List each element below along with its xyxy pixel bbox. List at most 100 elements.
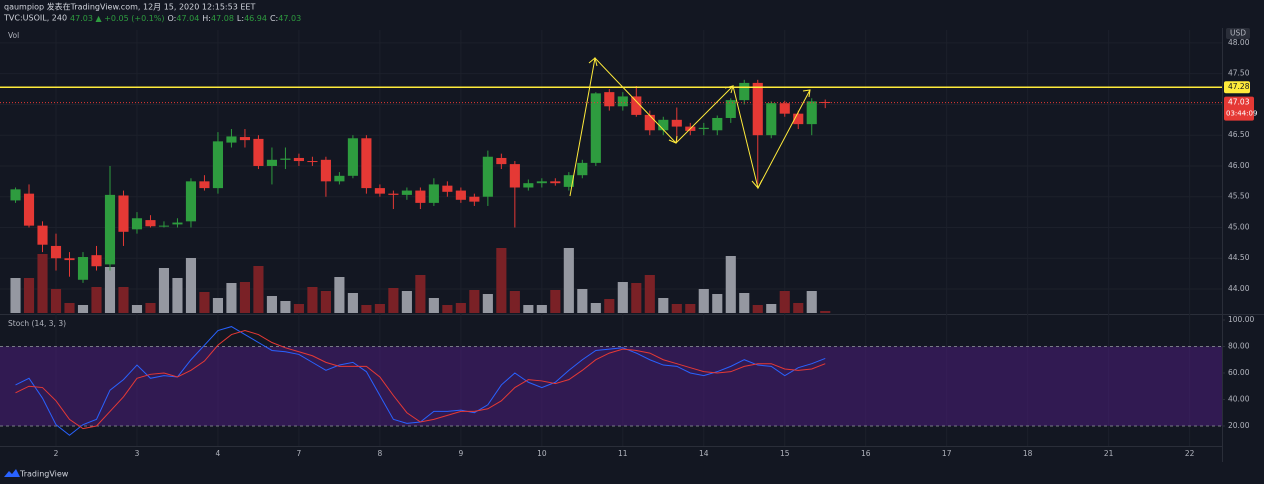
x-tick-label: 14 [699,449,709,458]
volume-bar [185,258,197,313]
volume-bar [91,287,102,313]
x-tick-label: 17 [942,449,952,458]
volume-bar [415,275,426,313]
candle-body [455,190,466,200]
candle-body [293,157,304,162]
y-tick-label: 47.50 [1228,69,1250,78]
candle-body [212,141,224,189]
candle-body [118,195,129,232]
volume-bar [172,278,183,313]
stoch-tick-label: 60.00 [1228,368,1250,377]
volume-bar [793,303,804,313]
x-tick-label: 22 [1185,449,1195,458]
candle-body [280,158,291,160]
volume-bar [401,291,412,313]
ohlc-label: H: [202,14,211,23]
candle-body [604,92,615,107]
candle-body [104,194,116,265]
candle-body [131,218,143,230]
y-tick-label: 45.00 [1228,222,1250,231]
volume-bar [212,298,224,313]
candle-body [793,113,804,125]
plot [0,30,1225,446]
candle-body [590,93,601,163]
ohlc-value: 47.03 [278,14,301,23]
volume-bar [712,294,723,313]
candle-body [658,119,669,131]
currency: USD [1230,29,1246,38]
volume-bar [307,287,318,313]
candle-body [172,222,183,225]
ohlc-value: 47.04 [176,14,199,23]
candle-body [509,164,520,188]
candle-body [64,258,75,261]
volume-bar [77,305,89,313]
candle-body [577,162,588,176]
x-tick-label: 11 [618,449,628,458]
volume-bar [725,256,736,313]
candle-body [712,117,723,131]
volume-bar [604,299,615,313]
arrow-head [751,179,763,189]
x-tick-label: 15 [780,449,790,458]
countdown: 03:44:09 [1226,110,1257,118]
volume-bar [563,248,574,313]
stoch-tick-label: 40.00 [1228,394,1250,403]
hline-label: 47.28 [1228,82,1250,91]
y-tick-label: 46.00 [1228,161,1250,170]
symbol: TVC:USOIL, 240 47.03 ▲ +0.05 (+0.1%) O:47.… [3,14,301,23]
x-tick-label: 2 [54,449,59,458]
x-tick-label: 16 [861,449,871,458]
candle-body [617,96,628,107]
volume-bar [428,298,439,313]
volume-bar [334,277,345,313]
ohlc-label: L: [237,14,244,23]
arrow-head [802,89,811,98]
candle-body [725,100,736,118]
volume-bar [10,278,21,313]
y-tick-label: 48.00 [1228,38,1250,47]
candle-body [158,225,170,227]
x-tick-label: 21 [1104,449,1114,458]
ohlc-label: O: [168,14,177,23]
publisher: qaumpiop 发表在TradingView.com, 12月 15, 202… [4,2,255,12]
volume-bar [536,305,547,313]
volume-bar [293,304,304,313]
stoch-label: Stoch (14, 3, 3) [8,319,66,328]
volume-bar [617,282,628,313]
candle-body [766,103,777,136]
volume-bar [131,305,143,313]
candle-body [739,82,750,101]
volume-bar [266,296,277,313]
y-tick-label: 44.50 [1228,253,1250,262]
volume-label: Vol [8,31,19,40]
volume-bar [64,303,75,313]
volume-bar [158,268,170,313]
candle-body [536,181,547,184]
y-tick-label: 44.00 [1228,284,1250,293]
candle-body [496,157,507,165]
volume-bar [523,305,534,313]
candle-body [50,245,62,259]
candle-body [523,183,534,188]
candle-body [145,220,156,227]
stoch-tick-label: 20.00 [1228,421,1250,430]
stoch-band [0,346,1222,426]
volume-bar [239,282,251,313]
last-price-label: 47.03 [1228,98,1250,107]
candle-body [469,196,480,202]
currency-box [1226,28,1250,39]
candle-body [239,137,251,141]
stoch-line [15,330,826,430]
volume-bar [766,304,777,313]
candle-body [347,138,358,176]
volume-bar [104,267,116,313]
volume-bar [631,283,642,313]
volume-bar [496,248,507,313]
volume-bar [779,291,790,313]
volume-bar [806,291,817,313]
volume-bar [577,289,588,313]
candle-body [23,193,35,226]
candle-body [266,159,277,166]
x-tick-label: 7 [297,449,302,458]
